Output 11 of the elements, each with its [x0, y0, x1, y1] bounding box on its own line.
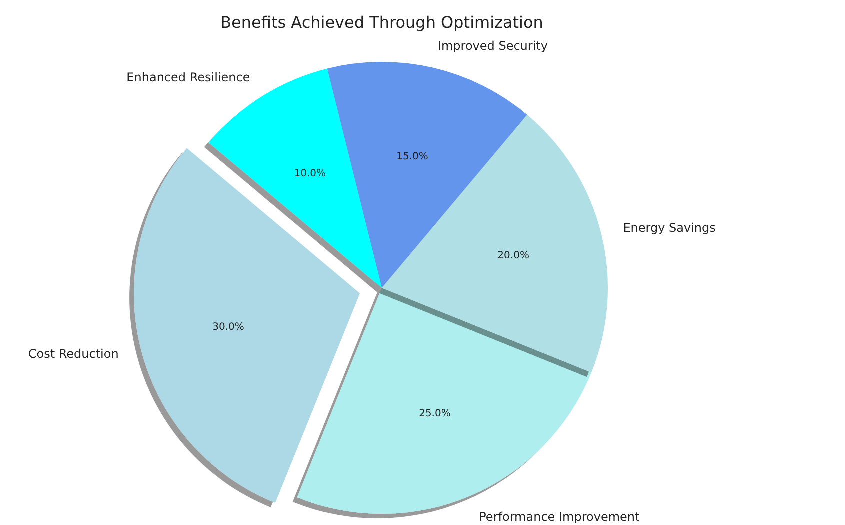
- data-label: 25.0%: [419, 408, 451, 420]
- slice-label: Enhanced Resilience: [126, 70, 250, 84]
- data-label: 20.0%: [498, 250, 530, 262]
- chart-title: Benefits Achieved Through Optimization: [220, 13, 544, 32]
- slice-label: Cost Reduction: [28, 346, 119, 361]
- slice-label: Energy Savings: [623, 221, 716, 236]
- slice-label: Improved Security: [438, 38, 548, 53]
- data-label: 15.0%: [396, 151, 428, 162]
- data-label: 30.0%: [212, 322, 244, 333]
- data-label: 10.0%: [294, 168, 326, 180]
- slice-label: Performance Improvement: [479, 510, 640, 524]
